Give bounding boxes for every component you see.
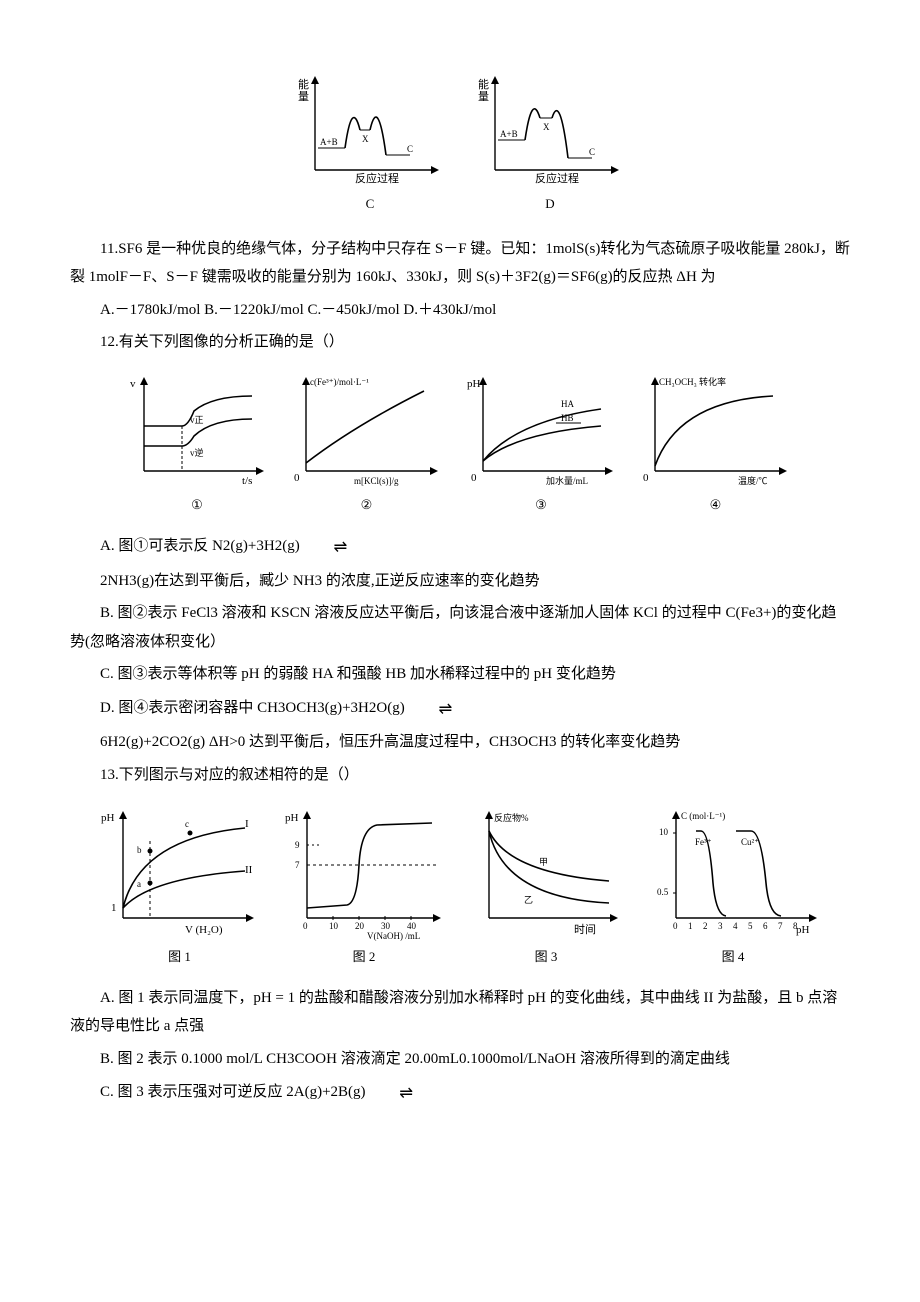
svg-text:pH: pH	[101, 812, 115, 824]
svg-text:5: 5	[748, 921, 753, 931]
svg-text:C (mol·L⁻¹): C (mol·L⁻¹)	[681, 811, 725, 821]
svg-text:30: 30	[381, 921, 391, 931]
q11-options: A.－1780kJ/mol B.－1220kJ/mol C.－450kJ/mol…	[70, 296, 850, 325]
svg-text:c: c	[185, 819, 189, 829]
xlabel-c: 反应过程	[355, 171, 399, 185]
energy-diagram-d-svg: 能 量 A+B X C 反应过程	[470, 70, 630, 190]
svg-text:b: b	[137, 845, 142, 855]
q11-text: 11.SF6 是一种优良的绝缘气体，分子结构中只存在 S－F 键。已知：1mol…	[70, 235, 850, 292]
q13-panels: pH V (H₂O) 1 I II a b c 图 1 pH	[70, 803, 850, 970]
svg-text:反应物%: 反应物%	[494, 812, 529, 823]
svg-text:1: 1	[688, 921, 693, 931]
svg-text:时间: 时间	[574, 923, 596, 936]
caption-c: C	[290, 192, 450, 217]
svg-text:0: 0	[294, 472, 300, 484]
svg-text:II: II	[245, 864, 253, 876]
svg-text:7: 7	[778, 921, 783, 931]
q12-panel-1: v t/s v正 v逆 ①	[122, 371, 272, 518]
svg-text:Fe³⁺: Fe³⁺	[695, 837, 712, 847]
product-c-bar: C	[407, 144, 413, 154]
svg-text:2: 2	[703, 921, 708, 931]
svg-text:0: 0	[303, 921, 308, 931]
svg-text:温度/℃: 温度/℃	[738, 475, 768, 486]
svg-text:9: 9	[295, 840, 300, 850]
reactants-label: A+B	[320, 137, 338, 147]
svg-text:甲: 甲	[539, 857, 548, 867]
equilibrium-arrow-icon: ⇌	[408, 693, 450, 724]
svg-text:V(NaOH) /mL: V(NaOH) /mL	[367, 931, 420, 941]
svg-text:8: 8	[793, 921, 798, 931]
q12-panel-4: CH₃OCH₃ 转化率 温度/℃ 0 ④	[633, 371, 798, 518]
intermediate-x: X	[362, 134, 369, 144]
energy-diagram-c: 能 量 A+B X C 反应过程 C	[290, 70, 450, 217]
svg-text:A+B: A+B	[500, 129, 518, 139]
svg-text:pH: pH	[796, 924, 810, 936]
svg-text:C: C	[589, 147, 595, 157]
energy-diagram-d: 能 量 A+B X C 反应过程 D	[470, 70, 630, 217]
energy-diagram-c-svg: 能 量 A+B X C 反应过程	[290, 70, 450, 190]
svg-text:0: 0	[471, 472, 477, 484]
svg-text:3: 3	[718, 921, 723, 931]
svg-text:7: 7	[295, 860, 300, 870]
svg-text:量: 量	[298, 90, 309, 103]
svg-text:X: X	[543, 122, 550, 132]
svg-text:加水量/mL: 加水量/mL	[546, 475, 588, 486]
q12-panel-3: pH 加水量/mL HA HB 0 ③	[461, 371, 621, 518]
svg-text:能: 能	[478, 77, 489, 91]
svg-text:乙: 乙	[524, 895, 533, 905]
q13-panel-4: C (mol·L⁻¹) pH 10 0.5 0 1 2 3 4 5 6 7 8 …	[641, 803, 826, 970]
q13-optA: A. 图 1 表示同温度下，pH = 1 的盐酸和醋酸溶液分别加水稀释时 pH …	[70, 984, 850, 1041]
q12-optD: D. 图④表示密闭容器中 CH3OCH3(g)+3H2O(g) ⇌	[70, 693, 850, 724]
q12-panels: v t/s v正 v逆 ① c(Fe³⁺)/mol·L⁻¹ m[KCl(s)]/…	[70, 371, 850, 518]
q12-optA-cont: 2NH3(g)在达到平衡后，臧少 NH3 的浓度,正逆反应速率的变化趋势	[70, 567, 850, 596]
svg-text:10: 10	[329, 921, 339, 931]
svg-text:CH₃OCH₃ 转化率: CH₃OCH₃ 转化率	[659, 376, 726, 387]
q13-optB: B. 图 2 表示 0.1000 mol/L CH3COOH 溶液滴定 20.0…	[70, 1045, 850, 1074]
svg-text:0.5: 0.5	[657, 887, 669, 897]
svg-text:6: 6	[763, 921, 768, 931]
q12-optC: C. 图③表示等体积等 pH 的弱酸 HA 和强酸 HB 加水稀释过程中的 pH…	[70, 660, 850, 689]
svg-text:c(Fe³⁺)/mol·L⁻¹: c(Fe³⁺)/mol·L⁻¹	[310, 377, 369, 387]
v-reverse-label: v逆	[190, 447, 204, 458]
q13-panel-2: pH V(NaOH) /mL 7 9 0 10 20 30 40 图 2	[277, 803, 452, 970]
svg-text:4: 4	[733, 921, 738, 931]
svg-text:V (H₂O): V (H₂O)	[185, 924, 223, 936]
svg-text:pH: pH	[285, 812, 299, 824]
q13-panel-3: 反应物% 时间 甲 乙 图 3	[464, 803, 629, 970]
svg-text:pH: pH	[467, 378, 481, 390]
svg-text:v: v	[130, 378, 136, 390]
svg-text:t/s: t/s	[242, 475, 252, 487]
svg-text:m[KCl(s)]/g: m[KCl(s)]/g	[354, 476, 399, 486]
equilibrium-arrow-icon: ⇌	[303, 531, 345, 562]
svg-text:Cu²⁺: Cu²⁺	[741, 837, 759, 847]
svg-text:10: 10	[659, 827, 669, 837]
svg-text:1: 1	[111, 902, 117, 914]
svg-text:0: 0	[643, 472, 649, 484]
v-forward-label: v正	[190, 415, 204, 425]
svg-text:反应过程: 反应过程	[535, 171, 579, 185]
q12-optB: B. 图②表示 FeCl3 溶液和 KSCN 溶液反应达平衡后，向该混合液中逐渐…	[70, 599, 850, 656]
ha-label: HA	[561, 399, 574, 409]
q13-optC: C. 图 3 表示压强对可逆反应 2A(g)+2B(g) ⇌	[70, 1077, 850, 1108]
svg-text:20: 20	[355, 921, 365, 931]
energy-diagram-row: 能 量 A+B X C 反应过程 C 能 量 A+B	[70, 70, 850, 217]
svg-text:a: a	[137, 879, 141, 889]
svg-text:量: 量	[478, 90, 489, 103]
equilibrium-arrow-icon: ⇌	[369, 1077, 411, 1108]
q12-stem: 12.有关下列图像的分析正确的是（）	[70, 328, 850, 357]
q12-optA: A. 图①可表示反 N2(g)+3H2(g) ⇌	[70, 531, 850, 562]
svg-text:40: 40	[407, 921, 417, 931]
q12-panel-2: c(Fe³⁺)/mol·L⁻¹ m[KCl(s)]/g 0 ②	[284, 371, 449, 518]
svg-text:0: 0	[673, 921, 678, 931]
svg-text:I: I	[245, 818, 249, 830]
q13-panel-1: pH V (H₂O) 1 I II a b c 图 1	[95, 803, 265, 970]
q12-optD-cont: 6H2(g)+2CO2(g) ΔH>0 达到平衡后，恒压升高温度过程中，CH3O…	[70, 728, 850, 757]
caption-d: D	[470, 192, 630, 217]
hb-label: HB	[561, 413, 574, 423]
ylabel-energy: 能	[298, 77, 309, 91]
q13-stem: 13.下列图示与对应的叙述相符的是（）	[70, 761, 850, 790]
